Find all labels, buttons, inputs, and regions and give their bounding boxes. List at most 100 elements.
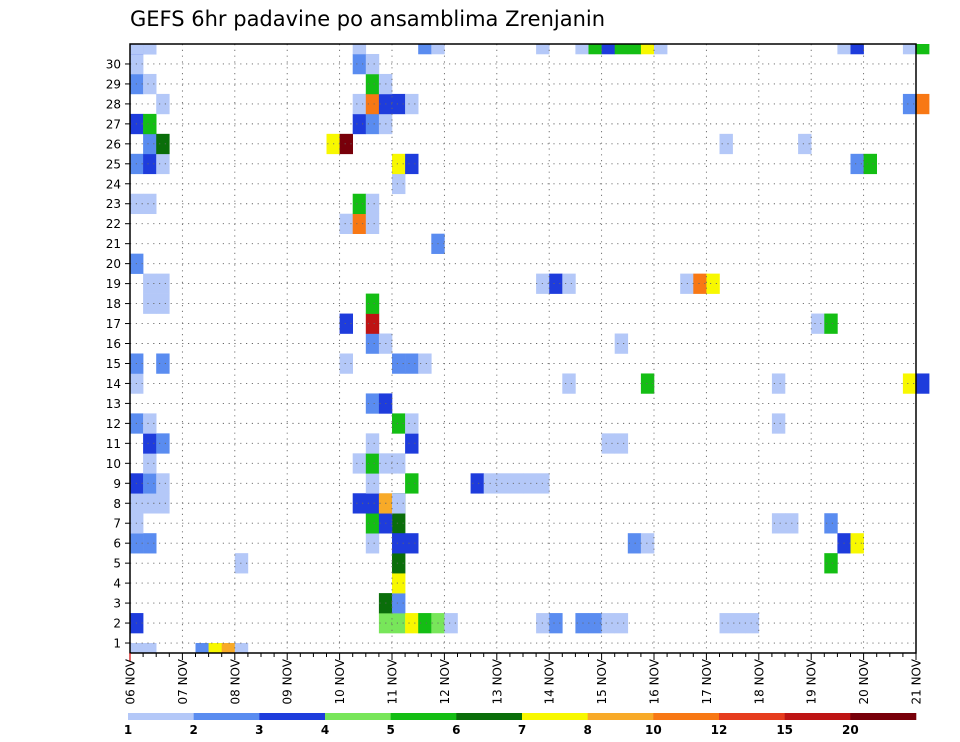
heatmap-cell bbox=[614, 433, 629, 454]
heatmap-cell bbox=[392, 593, 406, 614]
y-tick-label: 2 bbox=[113, 617, 121, 631]
heatmap-cell bbox=[444, 613, 458, 634]
heatmap-cell bbox=[352, 213, 367, 234]
heatmap-cell bbox=[523, 473, 537, 494]
heatmap-cell bbox=[156, 353, 170, 374]
colorbar-segment bbox=[390, 713, 457, 720]
heatmap-cell bbox=[156, 293, 170, 314]
heatmap-cell bbox=[392, 413, 406, 434]
x-tick-label: 19 NOV bbox=[805, 658, 819, 704]
heatmap-cell bbox=[365, 333, 380, 354]
heatmap-cell bbox=[824, 313, 838, 334]
heatmap-cell bbox=[798, 133, 812, 155]
colorbar-segment bbox=[456, 713, 523, 720]
colorbar-tick-label: 8 bbox=[583, 723, 591, 737]
y-tick-label: 15 bbox=[106, 357, 121, 371]
heatmap-cell bbox=[654, 44, 668, 55]
colorbar-segment bbox=[325, 713, 391, 720]
heatmap-cell bbox=[614, 613, 629, 634]
heatmap-cell bbox=[837, 44, 851, 55]
heatmap-cell bbox=[392, 573, 406, 594]
heatmap-cell bbox=[234, 553, 249, 574]
colorbar-segment bbox=[653, 713, 720, 720]
heatmap-cell bbox=[405, 353, 419, 374]
x-tick-label: 13 NOV bbox=[490, 658, 504, 704]
heatmap-cell bbox=[850, 44, 864, 55]
heatmap-cell bbox=[339, 353, 353, 374]
heatmap-cell bbox=[824, 553, 838, 574]
heatmap-cell bbox=[392, 153, 406, 175]
x-tick-label: 20 NOV bbox=[857, 658, 871, 704]
x-axis: 06 NOV 07 NOV 08 NOV 09 NOV 10 NOV 11 NOV 12 N… bbox=[124, 653, 924, 705]
colorbar-tick-label: 10 bbox=[645, 723, 662, 737]
y-tick-label: 18 bbox=[106, 297, 121, 311]
heatmap-cell bbox=[365, 293, 380, 314]
y-tick-label: 24 bbox=[106, 177, 121, 191]
heatmap-cell bbox=[392, 533, 406, 554]
y-tick-label: 3 bbox=[113, 597, 121, 611]
heatmap-cell bbox=[588, 44, 602, 55]
heatmap-cell bbox=[811, 313, 825, 334]
y-tick-label: 25 bbox=[106, 157, 121, 171]
heatmap-cell bbox=[405, 533, 419, 554]
heatmap-cell bbox=[156, 93, 170, 115]
heatmap-cell bbox=[365, 213, 380, 234]
heatmap-cell bbox=[902, 44, 917, 55]
heatmap-cell bbox=[392, 493, 406, 514]
heatmap-cell bbox=[143, 73, 157, 95]
heatmap-cell bbox=[352, 493, 367, 514]
heatmap-cell bbox=[850, 153, 864, 175]
heatmap-cell bbox=[156, 153, 170, 175]
colorbar-tick-label: 6 bbox=[452, 723, 460, 737]
colorbar-tick-label: 7 bbox=[518, 723, 526, 737]
heatmap-cell bbox=[850, 533, 864, 554]
chart-title: GEFS 6hr padavine po ansamblima Zrenjani… bbox=[130, 7, 605, 31]
heatmap-cell bbox=[339, 313, 353, 334]
heatmap-cell bbox=[405, 433, 419, 454]
heatmap-cell bbox=[536, 44, 550, 55]
colorbar-segment bbox=[128, 713, 194, 720]
heatmap-cell bbox=[771, 413, 786, 434]
heatmap-cell bbox=[365, 453, 380, 474]
heatmap-cell bbox=[418, 353, 432, 374]
y-tick-label: 21 bbox=[106, 237, 121, 251]
heatmap-cell bbox=[575, 44, 589, 55]
heatmap-cell bbox=[365, 533, 380, 554]
heatmap-cell bbox=[365, 493, 380, 514]
y-tick-label: 28 bbox=[106, 97, 121, 111]
y-axis: 1234567891011121314151617181920212223242… bbox=[106, 57, 130, 651]
heatmap-cell bbox=[614, 333, 629, 354]
x-tick-label: 10 NOV bbox=[333, 658, 347, 704]
heatmap-cell bbox=[156, 473, 170, 494]
heatmap-cell bbox=[365, 393, 380, 414]
colorbar-tick-label: 5 bbox=[386, 723, 394, 737]
x-tick-label: 09 NOV bbox=[281, 658, 295, 704]
y-tick-label: 12 bbox=[106, 417, 121, 431]
heatmap-cell bbox=[352, 44, 367, 55]
colorbar-tick-label: 12 bbox=[711, 723, 728, 737]
heatmap-cell bbox=[352, 453, 367, 474]
x-tick-label: 16 NOV bbox=[648, 658, 662, 704]
x-tick-label: 08 NOV bbox=[228, 658, 242, 704]
heatmap-cell bbox=[863, 153, 877, 175]
y-tick-label: 26 bbox=[106, 137, 121, 151]
colorbar-tick-label: 15 bbox=[776, 723, 793, 737]
heatmap-cell bbox=[143, 153, 157, 175]
heatmap-cell bbox=[365, 113, 380, 135]
x-tick-label: 18 NOV bbox=[752, 658, 766, 704]
heatmap-cell bbox=[143, 113, 157, 135]
heatmap-cell bbox=[405, 93, 419, 115]
x-tick-label: 12 NOV bbox=[438, 658, 452, 704]
colorbar-segment bbox=[850, 713, 917, 720]
heatmap-cell bbox=[916, 44, 930, 55]
x-tick-label: 17 NOV bbox=[700, 658, 714, 704]
heatmap-cell bbox=[627, 44, 642, 55]
heatmap-cell bbox=[365, 433, 380, 454]
heatmap-cell bbox=[221, 643, 236, 654]
heatmap-cell bbox=[693, 273, 707, 294]
y-tick-label: 11 bbox=[106, 437, 121, 451]
y-tick-label: 6 bbox=[113, 537, 121, 551]
y-tick-label: 13 bbox=[106, 397, 121, 411]
heatmap-cell bbox=[562, 273, 576, 294]
y-tick-label: 16 bbox=[106, 337, 121, 351]
